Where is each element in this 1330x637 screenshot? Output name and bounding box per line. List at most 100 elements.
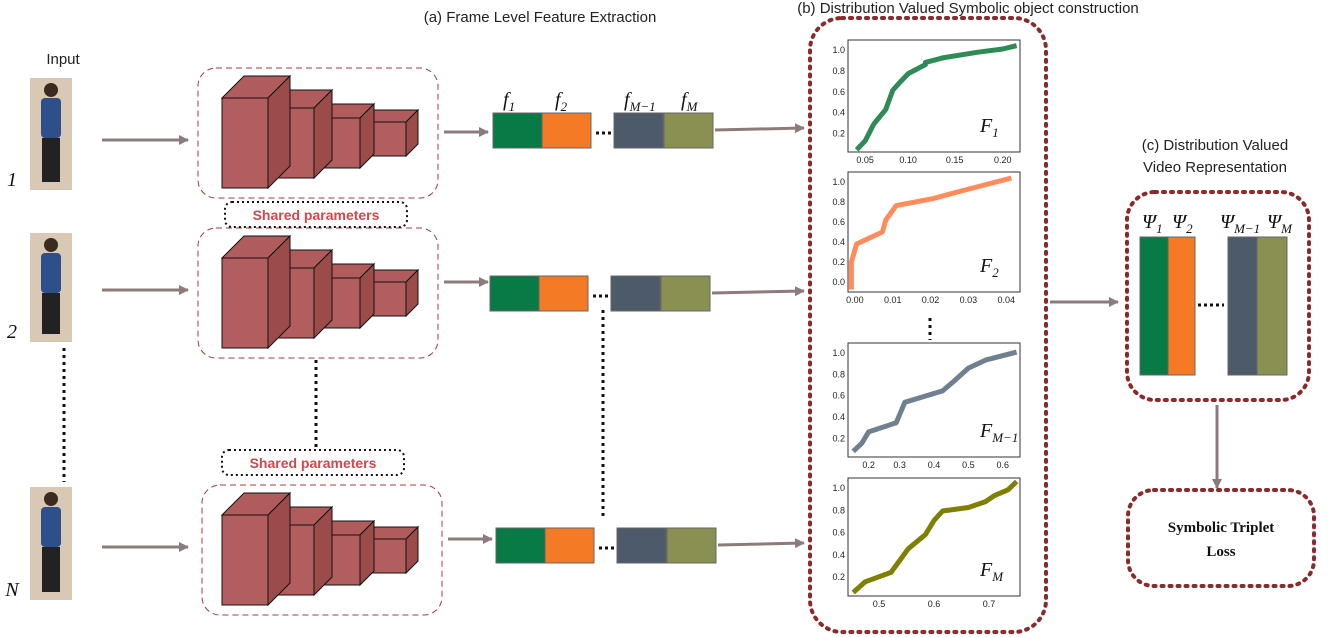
chart-xtick: 0.2 bbox=[862, 460, 875, 470]
person-legs bbox=[42, 138, 60, 182]
chart-label-sub: M−1 bbox=[991, 430, 1018, 445]
chart-label-symbol: F bbox=[979, 115, 993, 137]
person-legs bbox=[42, 293, 60, 334]
psi-label: Ψ2 bbox=[1172, 211, 1193, 236]
chart-ytick: 0.8 bbox=[832, 66, 845, 76]
psi-cell bbox=[1140, 237, 1168, 375]
psi-label: ΨM bbox=[1267, 211, 1293, 236]
feature-label-sub: M bbox=[686, 99, 699, 114]
chart-label: FM bbox=[979, 559, 1004, 584]
chart-xtick: 0.10 bbox=[899, 155, 917, 165]
chart-ytick: 1.0 bbox=[832, 177, 845, 187]
chart-label: FM−1 bbox=[979, 420, 1018, 445]
person-head bbox=[44, 492, 58, 506]
psi-cell bbox=[1168, 237, 1195, 375]
chart-ytick: 0.4 bbox=[832, 412, 845, 422]
feature-label: fM−1 bbox=[624, 89, 656, 114]
psi-label: ΨM−1 bbox=[1220, 211, 1260, 236]
feature-cell bbox=[493, 113, 542, 148]
chart-xtick: 0.05 bbox=[856, 155, 874, 165]
shared-label: Shared parameters bbox=[253, 207, 380, 223]
chart-ytick: 0.4 bbox=[832, 108, 845, 118]
chart-xtick: 0.15 bbox=[946, 155, 964, 165]
feature-cell bbox=[539, 276, 588, 311]
chart-xtick: 0.5 bbox=[962, 460, 975, 470]
feature-cell bbox=[496, 528, 545, 563]
feature-label: f1 bbox=[503, 89, 515, 114]
person-shirt bbox=[41, 98, 61, 138]
chart-label-sub: 1 bbox=[992, 125, 999, 140]
input-label: Input bbox=[46, 51, 80, 68]
feature-cell bbox=[611, 276, 660, 311]
chart-xtick: 0.20 bbox=[994, 155, 1012, 165]
feature-label-sub: M−1 bbox=[629, 99, 656, 114]
feature-cell bbox=[664, 113, 713, 148]
feature-cell bbox=[661, 276, 710, 311]
cnn-block bbox=[222, 515, 268, 605]
feature-cell bbox=[617, 528, 666, 563]
psi-cell bbox=[1228, 237, 1257, 375]
person-shirt bbox=[41, 253, 61, 293]
feature-cell bbox=[545, 528, 594, 563]
chart-xtick: 0.4 bbox=[928, 460, 941, 470]
feature-cell bbox=[614, 113, 663, 148]
chart-ytick: 0.6 bbox=[832, 528, 845, 538]
chart-ytick: 0.8 bbox=[832, 197, 845, 207]
psi-cell bbox=[1257, 237, 1287, 375]
person-shirt bbox=[41, 507, 61, 547]
feature-label: fM bbox=[681, 89, 699, 114]
chart-xtick: 0.6 bbox=[928, 599, 941, 609]
title-c: (c) Distribution Valued bbox=[1142, 137, 1288, 154]
chart-xtick: 0.3 bbox=[893, 460, 906, 470]
chart-ytick: 0.4 bbox=[832, 550, 845, 560]
chart-label-sub: M bbox=[991, 569, 1004, 584]
person-legs bbox=[42, 547, 60, 592]
person-head bbox=[44, 83, 58, 97]
chart-ytick: 0.2 bbox=[832, 257, 845, 267]
chart-ytick: 0.6 bbox=[832, 217, 845, 227]
chart-label: F1 bbox=[979, 115, 999, 140]
chart-label-symbol: F bbox=[979, 559, 993, 581]
feature-cell bbox=[490, 276, 539, 311]
chart-xtick: 0.5 bbox=[873, 599, 886, 609]
frame-label: 1 bbox=[7, 169, 17, 191]
psi-label-sub: 1 bbox=[1156, 221, 1163, 236]
chart-label: F2 bbox=[979, 255, 999, 280]
chart-ytick: 1.0 bbox=[832, 45, 845, 55]
chart-ytick: 0.2 bbox=[832, 572, 845, 582]
chart-ytick: 0.2 bbox=[832, 129, 845, 139]
chart-ytick: 0.8 bbox=[832, 505, 845, 515]
feature-label-sub: 2 bbox=[561, 99, 568, 114]
person-head bbox=[44, 238, 58, 252]
chart-xtick: 0.02 bbox=[922, 295, 940, 305]
chart-xtick: 0.01 bbox=[884, 295, 902, 305]
chart-ytick: 0.0 bbox=[832, 277, 845, 287]
feature-cell bbox=[667, 528, 716, 563]
frame-label: 2 bbox=[7, 321, 17, 343]
arrow bbox=[712, 291, 804, 293]
cnn-block bbox=[222, 258, 268, 348]
chart-ytick: 0.2 bbox=[832, 433, 845, 443]
frame-label: N bbox=[4, 579, 20, 601]
chart-ytick: 0.4 bbox=[832, 237, 845, 247]
chart-ytick: 0.8 bbox=[832, 369, 845, 379]
title-b: (b) Distribution Valued Symbolic object … bbox=[797, 0, 1139, 17]
symbolic-box bbox=[810, 18, 1046, 632]
cnn-block bbox=[222, 98, 268, 188]
chart-xtick: 0.03 bbox=[960, 295, 978, 305]
shared-label: Shared parameters bbox=[250, 455, 377, 471]
chart-label-symbol: F bbox=[979, 255, 993, 277]
feature-label: f2 bbox=[555, 89, 568, 114]
psi-label-sub: M−1 bbox=[1233, 221, 1260, 236]
title-c: Video Representation bbox=[1143, 159, 1287, 176]
chart-ytick: 0.6 bbox=[832, 87, 845, 97]
chart-ytick: 1.0 bbox=[832, 348, 845, 358]
chart-xtick: 0.04 bbox=[997, 295, 1015, 305]
loss-label: Loss bbox=[1206, 544, 1235, 560]
arrow bbox=[718, 543, 804, 545]
diagram: (a) Frame Level Feature Extraction (b) D… bbox=[0, 0, 1330, 637]
feature-label-sub: 1 bbox=[509, 99, 516, 114]
loss-label: Symbolic Triplet bbox=[1168, 520, 1275, 536]
chart-xtick: 0.6 bbox=[997, 460, 1010, 470]
title-a: (a) Frame Level Feature Extraction bbox=[424, 9, 657, 26]
